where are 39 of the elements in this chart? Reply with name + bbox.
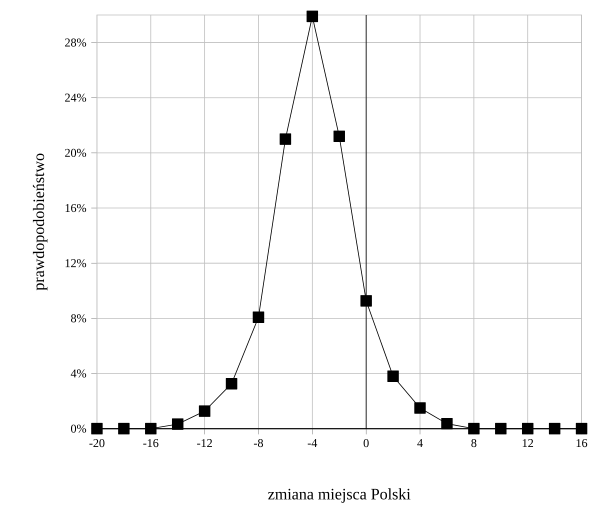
x-tick-label: 8 xyxy=(471,439,476,448)
x-tick-label: 12 xyxy=(522,439,534,448)
y-tick-label: 20% xyxy=(65,149,86,158)
point xyxy=(252,312,264,324)
point xyxy=(306,10,318,22)
point xyxy=(280,134,292,146)
point xyxy=(522,423,534,435)
y-tick-label: 12% xyxy=(66,259,86,268)
point xyxy=(387,370,399,382)
y-tick-label: 24% xyxy=(65,94,86,102)
point xyxy=(441,418,453,430)
point xyxy=(360,295,372,307)
point xyxy=(334,130,345,142)
x-tick-label: 4 xyxy=(417,439,423,448)
point xyxy=(468,423,480,435)
point xyxy=(145,423,157,435)
y-tick-label: 4% xyxy=(70,370,86,378)
point xyxy=(226,378,238,390)
point xyxy=(495,423,507,435)
point xyxy=(548,423,560,435)
point xyxy=(414,402,426,414)
x-tick-label: -4 xyxy=(308,439,318,448)
point xyxy=(576,423,588,435)
x-tick-label: -8 xyxy=(254,439,264,448)
x-tick-label: -12 xyxy=(197,439,212,448)
x-tick-label: -20 xyxy=(89,439,104,448)
x-tick-label: 16 xyxy=(576,439,588,448)
point xyxy=(118,423,130,435)
point xyxy=(91,423,103,435)
point xyxy=(172,418,184,430)
y-tick-label: 28% xyxy=(65,38,86,47)
y-tick-label: 8% xyxy=(71,314,86,323)
y-tick-label: 0% xyxy=(71,424,86,433)
x-tick-label: 0 xyxy=(364,439,369,448)
x-axis-title: zmiana miejsca Polski xyxy=(268,488,410,503)
y-tick-label: 16% xyxy=(66,204,86,212)
x-tick-label: -16 xyxy=(143,439,158,448)
point xyxy=(198,406,210,418)
y-axis-title: prawdopodobieństwo xyxy=(32,154,48,291)
